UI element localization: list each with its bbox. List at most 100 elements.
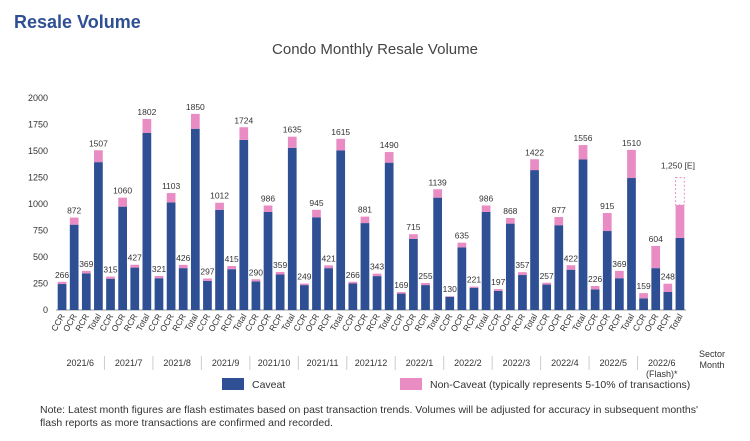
bar-segment xyxy=(663,291,673,310)
estimate-label: 1,250 [E] xyxy=(661,161,695,171)
bar-segment xyxy=(469,286,479,288)
total-label: 248 xyxy=(661,272,675,282)
header: Resale Volume xyxy=(14,12,141,32)
y-tick-label: 250 xyxy=(33,279,48,289)
total-label: 197 xyxy=(491,277,505,287)
bar-segment xyxy=(118,206,127,310)
group-label: 2022/2 xyxy=(454,358,482,368)
y-tick-label: 1000 xyxy=(28,199,48,209)
bar-segment xyxy=(251,279,261,282)
group-label: 2022/3 xyxy=(503,358,531,368)
total-label: 986 xyxy=(479,193,493,203)
total-label: 357 xyxy=(515,260,529,270)
group-label: 2021/7 xyxy=(115,358,143,368)
total-label: 872 xyxy=(67,206,81,216)
total-label: 1510 xyxy=(622,138,641,148)
bar-segment xyxy=(481,205,491,212)
bar-segment xyxy=(69,224,79,310)
total-label: 130 xyxy=(443,284,457,294)
total-label: 877 xyxy=(552,205,566,215)
bar-segment xyxy=(57,281,67,285)
y-tick-label: 750 xyxy=(33,226,48,236)
group-label: 2021/6 xyxy=(66,358,94,368)
bar-segment xyxy=(505,217,515,224)
bar-segment xyxy=(421,285,430,310)
total-label: 297 xyxy=(200,267,214,277)
bar-segment xyxy=(481,211,491,310)
bar-segment xyxy=(336,150,346,310)
bar-segment xyxy=(372,276,382,310)
bar-segment xyxy=(384,152,394,163)
bar-segment xyxy=(324,265,333,269)
group-label: 2022/4 xyxy=(551,358,579,368)
bar-segment xyxy=(566,265,576,270)
total-label: 1422 xyxy=(525,147,544,157)
bar-segment xyxy=(615,278,624,310)
total-label: 1850 xyxy=(186,102,205,112)
x-tick-label: Total xyxy=(667,312,685,333)
y-tick-label: 2000 xyxy=(28,93,48,103)
bar-segment xyxy=(227,269,237,310)
group-label-line: 2022/6 xyxy=(648,358,676,368)
total-label: 426 xyxy=(176,253,190,263)
bar-segment xyxy=(663,283,673,292)
total-label: 359 xyxy=(273,260,287,270)
bar-segment xyxy=(554,225,564,310)
bar-segment xyxy=(166,202,176,310)
legend-label: Caveat xyxy=(252,379,285,391)
bar-segment xyxy=(81,273,91,310)
note: Note: Latest month figures are flash est… xyxy=(40,404,699,429)
total-label: 315 xyxy=(103,265,117,275)
bar-segment xyxy=(203,278,212,281)
bar-segment xyxy=(178,268,188,310)
group-label: 2021/9 xyxy=(212,358,240,368)
bar-segment xyxy=(130,264,140,268)
legend-swatch xyxy=(222,378,244,390)
bar-segment xyxy=(324,268,333,310)
total-label: 1615 xyxy=(331,127,350,137)
total-label: 1490 xyxy=(380,140,399,150)
total-label: 986 xyxy=(261,193,275,203)
bar-segment xyxy=(542,284,552,310)
total-label: 266 xyxy=(55,270,69,280)
total-label: 266 xyxy=(346,270,360,280)
chart-title: Condo Monthly Resale Volume xyxy=(272,41,478,58)
y-tick-label: 1750 xyxy=(28,120,48,130)
total-label: 915 xyxy=(600,201,614,211)
bar-segment xyxy=(203,280,212,310)
y-tick-label: 1500 xyxy=(28,146,48,156)
bar-segment xyxy=(433,197,442,310)
group-label: 2022/1 xyxy=(406,358,434,368)
bar-segment xyxy=(360,216,370,224)
total-label: 1139 xyxy=(428,177,447,187)
total-label: 1507 xyxy=(89,138,108,148)
total-label: 635 xyxy=(455,231,469,241)
total-label: 369 xyxy=(612,259,626,269)
bar-segment xyxy=(639,293,648,299)
bar-segment xyxy=(602,231,612,310)
total-label: 1556 xyxy=(574,133,593,143)
bar-segment xyxy=(142,132,152,310)
estimate-box xyxy=(675,177,685,206)
bar-segment xyxy=(639,298,648,310)
bar-segment xyxy=(287,136,297,148)
bar-segment xyxy=(433,189,442,198)
bar-segment xyxy=(602,213,612,232)
total-label: 257 xyxy=(540,271,554,281)
bar-segment xyxy=(275,271,285,275)
bar-segment xyxy=(518,272,527,276)
bar-segment xyxy=(348,281,358,284)
bar-segment xyxy=(130,267,140,310)
bar-segment xyxy=(493,290,503,310)
total-label: 1012 xyxy=(210,191,229,201)
bar-segment xyxy=(615,270,624,279)
bar-segment xyxy=(372,273,382,277)
bar-segment xyxy=(554,217,564,226)
bar-segment xyxy=(445,296,455,297)
bar-segment xyxy=(627,178,636,310)
total-label: 249 xyxy=(297,272,311,282)
bar-segment xyxy=(263,211,273,310)
group-label: 2021/11 xyxy=(307,358,339,368)
total-label: 945 xyxy=(309,198,323,208)
